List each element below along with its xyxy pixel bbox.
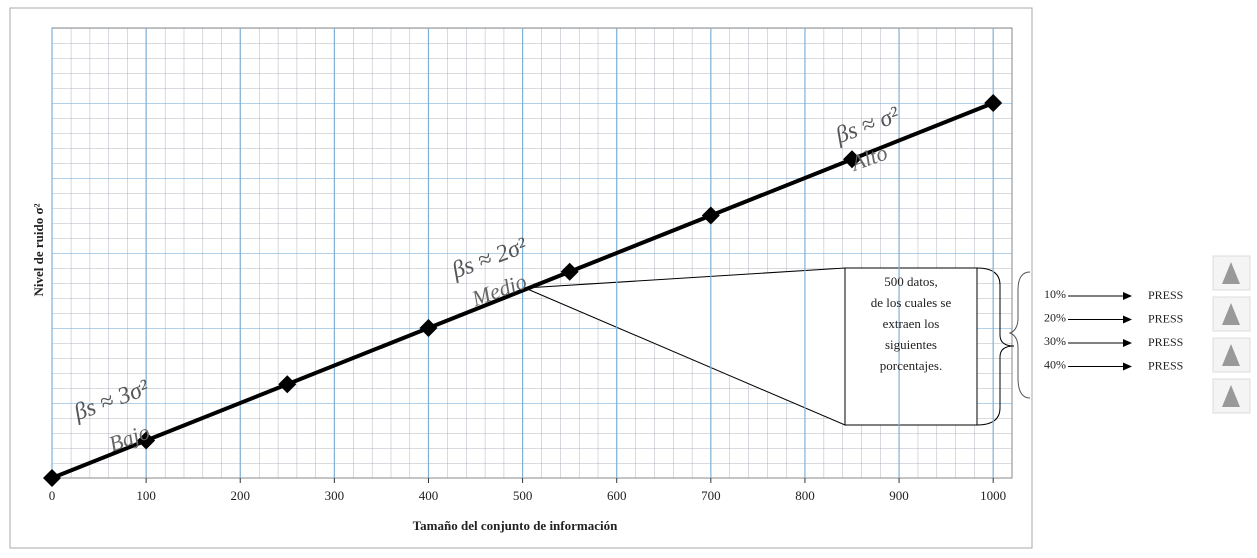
marker — [419, 319, 438, 337]
callout-text: extraen los — [883, 316, 940, 331]
brace — [976, 267, 1015, 426]
marker — [43, 469, 61, 487]
x-tick-label: 300 — [325, 488, 345, 503]
x-axis-title: Tamaño del conjunto de información — [413, 518, 618, 533]
sample-percent: 10% — [1044, 287, 1066, 301]
callout-text: siguientes — [885, 337, 937, 352]
marker — [843, 150, 861, 169]
sample-label: PRESS — [1148, 311, 1183, 325]
arrow-head — [1123, 339, 1132, 347]
callout-text: 500 datos, — [884, 274, 937, 289]
sample-percent: 20% — [1044, 310, 1066, 324]
sample-label: PRESS — [1148, 288, 1183, 302]
callout-text: de los cuales se — [871, 295, 952, 310]
x-tick-label: 400 — [419, 488, 439, 503]
line — [51, 101, 994, 480]
marker — [984, 94, 1003, 112]
callout-text: porcentajes. — [880, 358, 942, 373]
x-tick-label: 600 — [607, 488, 627, 503]
x-tick-label: 900 — [889, 488, 909, 503]
marker — [137, 431, 156, 450]
icon-shape — [1222, 303, 1240, 325]
x-tick-label: 200 — [230, 488, 250, 503]
marker — [701, 206, 720, 225]
arrow-head — [1123, 362, 1132, 371]
icon-shape — [1222, 262, 1240, 284]
sample-percent: 40% — [1044, 357, 1066, 371]
icon-shape — [1222, 344, 1240, 366]
x-tick-label: 500 — [513, 488, 533, 503]
arrow-head — [1123, 292, 1132, 300]
sample-label: PRESS — [1148, 335, 1183, 349]
x-tick-label: 100 — [136, 488, 156, 503]
brace — [1008, 271, 1031, 399]
x-tick-label: 700 — [701, 488, 721, 503]
callout-box — [844, 267, 978, 426]
arrow-head — [1123, 315, 1132, 324]
sample-label: PRESS — [1148, 358, 1183, 372]
marker — [278, 375, 297, 394]
y-axis-title: Nivel de ruido σ² — [31, 203, 46, 296]
marker — [560, 262, 579, 281]
icon-shape — [1222, 385, 1240, 407]
sample-percent: 30% — [1044, 334, 1066, 348]
x-tick-label: 1000 — [980, 488, 1006, 503]
x-tick-label: 0 — [49, 488, 56, 503]
x-tick-label: 800 — [795, 488, 815, 503]
